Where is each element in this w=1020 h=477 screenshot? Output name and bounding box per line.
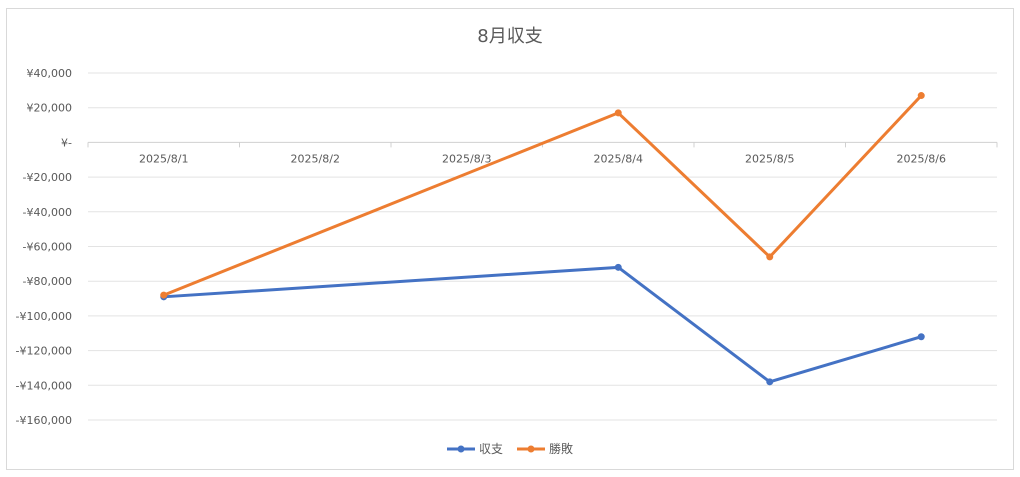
y-tick-label: -¥160,000: [16, 414, 72, 427]
chart-title: 8月収支: [477, 26, 542, 47]
data-point: [917, 92, 925, 100]
series-group: [160, 92, 925, 386]
y-tick-label: -¥140,000: [16, 379, 72, 392]
y-tick-label: -¥80,000: [23, 275, 72, 288]
x-tick-label: 2025/8/2: [291, 152, 340, 165]
y-tick-label: -¥20,000: [23, 171, 72, 184]
legend-marker: [527, 445, 535, 453]
data-point: [160, 291, 168, 299]
y-tick-label: -¥100,000: [16, 310, 72, 323]
data-point: [614, 263, 622, 271]
legend-marker: [457, 445, 465, 453]
data-point: [766, 253, 774, 261]
y-tick-label: -¥60,000: [23, 241, 72, 254]
gridlines: [87, 72, 998, 421]
legend-label: 収支: [479, 442, 503, 456]
y-tick-label: -¥40,000: [23, 206, 72, 219]
x-tick-label: 2025/8/3: [442, 152, 491, 165]
x-tick-label: 2025/8/1: [139, 152, 188, 165]
data-point: [614, 109, 622, 117]
series-line-2: [162, 94, 923, 297]
series-line-1: [162, 265, 923, 384]
chart-area: [6, 8, 1014, 470]
y-tick-label: ¥40,000: [27, 67, 73, 80]
legend-label: 勝敗: [549, 441, 573, 456]
x-axis-ticks: 2025/8/1 2025/8/2 2025/8/3 2025/8/4 2025/8/5…: [139, 152, 946, 165]
y-tick-label: ¥20,000: [27, 102, 73, 115]
x-tick-label: 2025/8/4: [594, 152, 643, 165]
legend: 収支 勝敗: [447, 441, 573, 456]
x-tick-label: 2025/8/6: [897, 152, 946, 165]
y-axis-ticks: ¥40,000 ¥20,000 ¥- -¥20,000 -¥40,000 -¥60,000…: [16, 67, 72, 427]
y-tick-label: -¥120,000: [16, 345, 72, 358]
data-point: [766, 378, 774, 386]
x-tick-label: 2025/8/5: [745, 152, 794, 165]
data-point: [917, 333, 925, 341]
y-tick-label: ¥-: [61, 136, 72, 149]
